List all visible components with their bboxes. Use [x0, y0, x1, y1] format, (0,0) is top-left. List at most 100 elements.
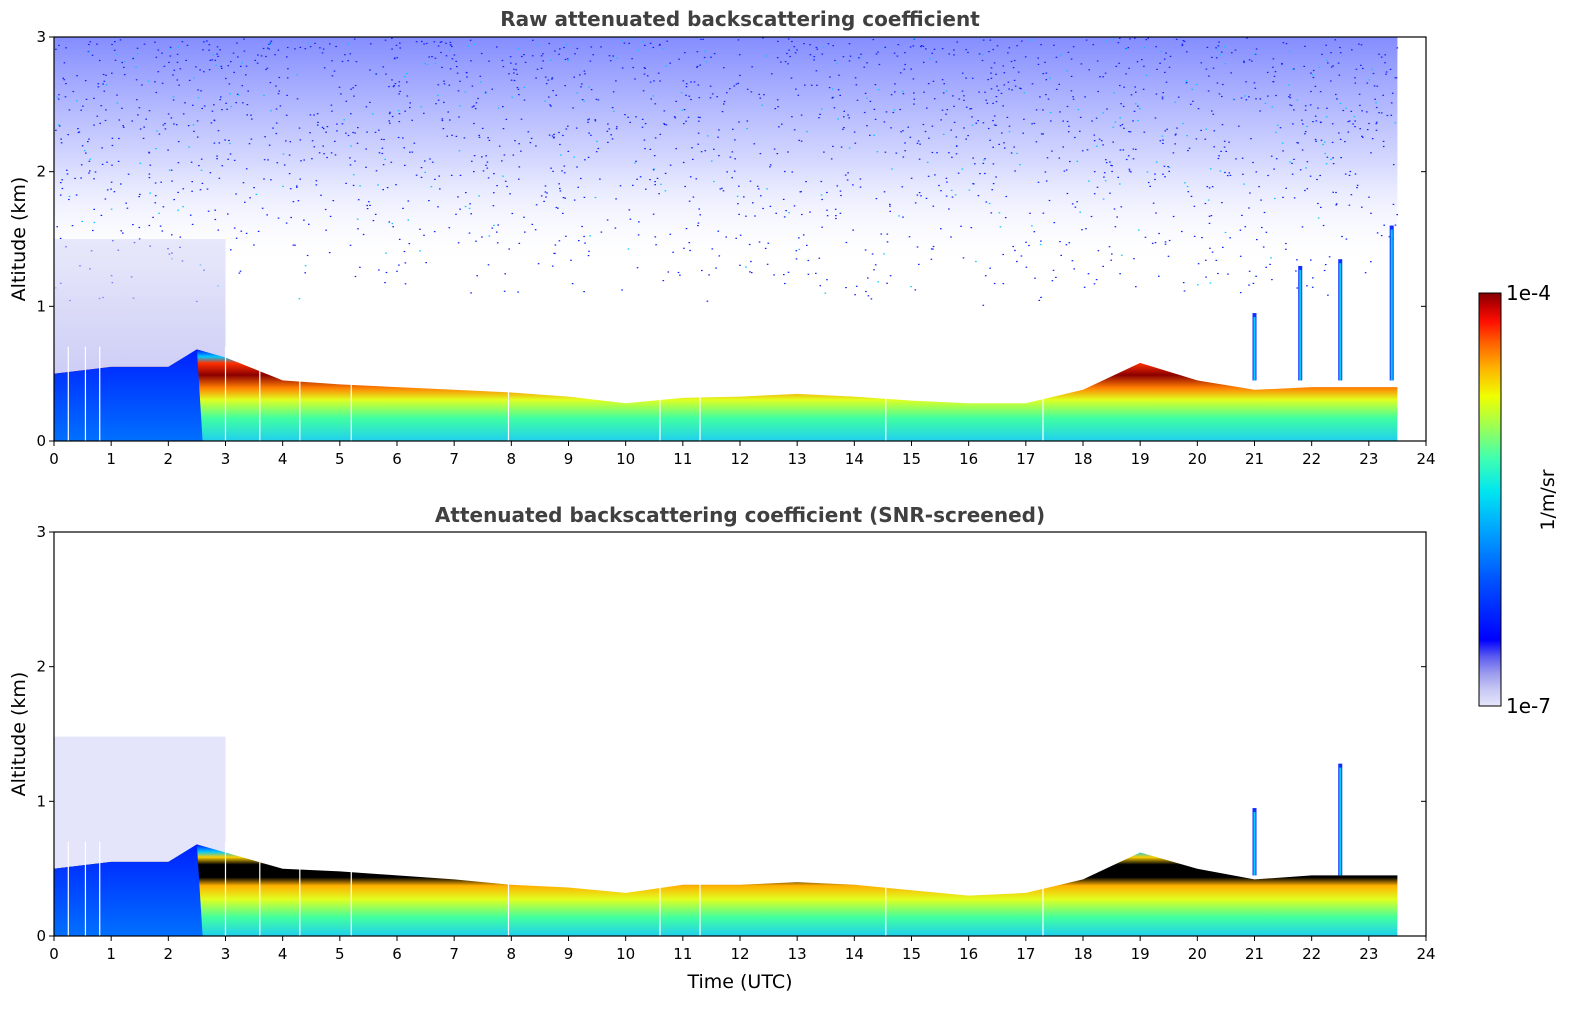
noise-speck	[1292, 68, 1294, 70]
noise-speck	[470, 292, 472, 294]
noise-speck	[930, 258, 933, 260]
noise-speck	[913, 98, 916, 100]
noise-speck	[991, 189, 993, 191]
noise-speck	[260, 55, 263, 57]
noise-speck	[169, 55, 172, 57]
noise-speck	[698, 97, 701, 99]
noise-speck	[82, 105, 84, 107]
noise-speck	[1215, 47, 1217, 49]
noise-speck	[869, 100, 872, 102]
x-tick-label: 2	[164, 945, 174, 963]
noise-speck	[1364, 272, 1367, 274]
noise-speck	[409, 106, 411, 109]
noise-speck	[1060, 254, 1062, 256]
noise-speck	[1319, 174, 1321, 177]
noise-speck	[93, 97, 95, 99]
noise-speck	[504, 180, 507, 182]
noise-speck	[1096, 60, 1099, 62]
noise-speck	[1119, 273, 1121, 275]
noise-speck	[1289, 161, 1291, 163]
noise-speck	[1013, 59, 1016, 62]
noise-speck	[114, 41, 116, 43]
noise-speck	[366, 204, 368, 207]
noise-speck	[644, 148, 646, 150]
noise-speck	[491, 88, 493, 90]
noise-speck	[842, 128, 844, 130]
noise-speck	[100, 105, 103, 107]
noise-speck	[330, 104, 333, 106]
noise-speck	[158, 212, 160, 214]
noise-speck	[261, 207, 264, 209]
noise-speck	[116, 53, 118, 56]
noise-speck	[1323, 141, 1326, 143]
noise-speck	[1119, 149, 1122, 151]
x-tick-label: 4	[278, 450, 288, 468]
noise-speck	[696, 65, 699, 67]
noise-speck	[1330, 158, 1332, 160]
noise-speck	[322, 48, 325, 50]
noise-speck	[553, 133, 555, 135]
noise-speck	[931, 52, 933, 54]
noise-speck	[122, 232, 124, 234]
raw-heatmap	[54, 37, 1399, 441]
noise-speck	[902, 130, 904, 132]
noise-speck	[746, 120, 749, 122]
noise-speck	[1382, 94, 1384, 96]
noise-speck	[738, 121, 740, 123]
noise-speck	[217, 229, 220, 231]
noise-speck	[457, 242, 460, 244]
noise-speck	[517, 48, 520, 50]
noise-speck	[798, 248, 801, 250]
noise-speck	[573, 76, 575, 78]
noise-speck	[451, 58, 454, 60]
noise-speck	[795, 88, 797, 90]
noise-speck	[1031, 123, 1033, 125]
noise-speck	[641, 41, 644, 43]
noise-speck	[826, 191, 828, 194]
noise-speck	[889, 205, 891, 207]
noise-speck	[587, 156, 590, 158]
noise-speck	[1058, 83, 1060, 85]
noise-speck	[587, 255, 590, 257]
noise-speck	[579, 74, 581, 76]
noise-speck	[1038, 299, 1041, 301]
noise-speck	[1034, 277, 1036, 279]
noise-speck	[1151, 242, 1154, 244]
noise-speck	[286, 46, 289, 49]
noise-speck	[1289, 104, 1291, 106]
noise-speck	[1282, 42, 1285, 44]
noise-speck	[85, 98, 88, 100]
noise-speck	[828, 87, 831, 89]
noise-speck	[1066, 105, 1069, 108]
noise-speck	[345, 132, 347, 134]
noise-speck	[970, 108, 973, 110]
noise-speck	[948, 208, 950, 210]
noise-speck	[177, 162, 180, 164]
noise-speck	[535, 204, 538, 206]
noise-speck	[353, 38, 356, 40]
noise-speck	[89, 158, 91, 160]
noise-speck	[236, 42, 238, 44]
noise-speck	[154, 81, 156, 83]
noise-speck	[167, 113, 170, 115]
noise-speck	[419, 228, 421, 230]
noise-speck	[404, 283, 407, 285]
noise-speck	[1135, 91, 1137, 93]
noise-speck	[1354, 82, 1357, 84]
noise-speck	[1224, 171, 1226, 174]
noise-speck	[120, 183, 122, 185]
noise-speck	[1391, 92, 1394, 94]
noise-speck	[1079, 116, 1082, 118]
noise-speck	[590, 89, 593, 91]
noise-speck	[332, 200, 335, 202]
noise-speck	[375, 73, 378, 75]
noise-speck	[481, 127, 484, 129]
noise-speck	[176, 61, 179, 63]
noise-speck	[169, 46, 172, 48]
noise-speck	[791, 40, 793, 43]
noise-speck	[523, 86, 526, 88]
noise-speck	[621, 39, 623, 41]
noise-speck	[101, 163, 104, 165]
noise-speck	[945, 90, 948, 92]
